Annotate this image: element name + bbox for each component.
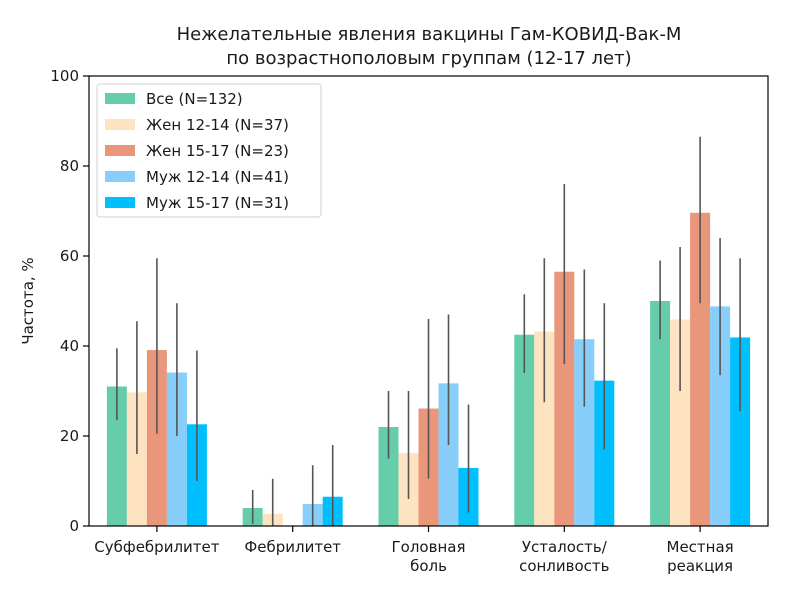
legend-swatch-3 — [105, 171, 135, 182]
bar-s3-c3 — [574, 339, 595, 526]
legend-swatch-0 — [105, 93, 135, 104]
x-tick-label-0-0: Субфебрилитет — [94, 538, 219, 556]
bar-s3-c4 — [710, 306, 731, 526]
bar-s3-c2 — [438, 383, 459, 526]
bar-s0-c4 — [650, 301, 671, 526]
y-tick-label-20: 20 — [60, 427, 79, 445]
x-tick-label-1-0: Фебрилитет — [244, 538, 341, 556]
legend-label-1: Жен 12-14 (N=37) — [146, 116, 289, 134]
bar-s4-c3 — [594, 380, 615, 526]
bar-s4-c4 — [730, 337, 751, 526]
bar-s1-c3 — [534, 331, 555, 526]
legend-box — [96, 83, 322, 218]
bar-s1-c0 — [126, 392, 147, 526]
legend-swatch-1 — [105, 119, 135, 130]
x-tick-label-4-0: Местная — [667, 538, 734, 556]
legend-label-0: Все (N=132) — [146, 90, 243, 108]
bar-s0-c3 — [514, 334, 535, 526]
bar-s1-c4 — [670, 319, 691, 526]
error-bars-layer — [116, 136, 741, 526]
x-tick-label-3-0: Усталость/ — [522, 538, 608, 556]
bar-s2-c3 — [554, 271, 575, 526]
x-tick-label-2-0: Головная — [392, 538, 466, 556]
legend-label-3: Муж 12-14 (N=41) — [146, 168, 289, 186]
legend-swatch-2 — [105, 145, 135, 156]
legend-label-4: Муж 15-17 (N=31) — [146, 194, 289, 212]
bar-s0-c2 — [378, 427, 399, 526]
chart-title-line-1: Нежелательные явления вакцины Гам-КОВИД-… — [177, 24, 682, 45]
chart-title-line-2: по возрастнополовым группам (12-17 лет) — [226, 48, 631, 69]
x-tick-label-4-1: реакция — [667, 557, 733, 575]
y-axis-label: Частота, % — [19, 257, 37, 344]
bar-s3-c0 — [166, 372, 187, 526]
bar-s2-c4 — [690, 212, 711, 527]
y-tick-label-0: 0 — [69, 517, 79, 535]
y-tick-label-60: 60 — [60, 247, 79, 265]
legend-label-2: Жен 15-17 (N=23) — [146, 142, 289, 160]
y-tick-label-80: 80 — [60, 157, 79, 175]
bars-layer — [106, 212, 751, 527]
y-tick-label-40: 40 — [60, 337, 79, 355]
x-tick-label-3-1: сонливость — [519, 557, 609, 575]
legend: Все (N=132) Жен 12-14 (N=37) Жен 15-17 (N=… — [96, 83, 322, 218]
bar-s2-c0 — [146, 350, 167, 526]
x-tick-label-2-1: боль — [410, 557, 447, 575]
y-axis: 0 20 40 60 80 100 — [50, 67, 89, 535]
legend-swatch-4 — [105, 197, 135, 208]
y-tick-label-100: 100 — [50, 67, 79, 85]
bar-s0-c0 — [106, 386, 127, 526]
